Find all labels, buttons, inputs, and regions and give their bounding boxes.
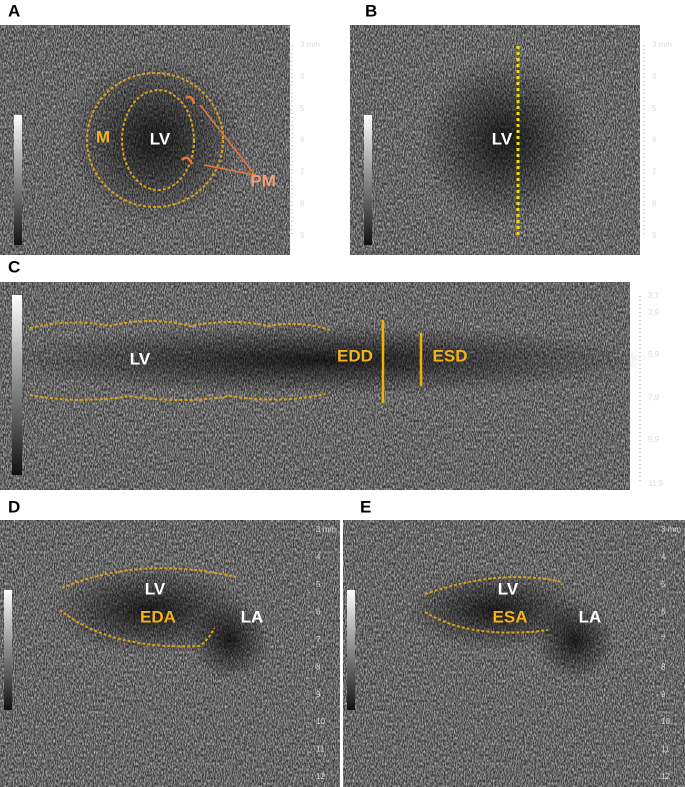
- structure-label: EDD: [337, 346, 373, 365]
- depth-tick: 5: [661, 580, 666, 589]
- depth-tick: 5: [652, 104, 657, 113]
- depth-tick: 9: [652, 231, 657, 240]
- depth-tick: 12: [661, 772, 670, 781]
- structure-label: LA: [579, 607, 602, 626]
- structure-label: LV: [130, 349, 151, 368]
- cavity: [65, 55, 245, 225]
- structure-label: LV: [498, 579, 519, 598]
- gray-bar: [14, 115, 22, 245]
- depth-tick: 4: [652, 72, 657, 81]
- texts: A M LV PM 3 mm 4 5 6 7 8 9 B LV 3 mm 4 5 6 7 8 9 C LV EDD ESD 3,…: [8, 1, 681, 781]
- depth-tick: 7,9: [648, 393, 660, 402]
- cavity: [420, 55, 590, 225]
- cavity: [190, 600, 270, 680]
- depth-tick: 7: [300, 167, 305, 176]
- panel-letter: A: [8, 1, 20, 20]
- depth-tick: 10: [316, 717, 325, 726]
- depth-tick: 11: [661, 745, 670, 754]
- depth-tick: 9: [300, 231, 305, 240]
- depth-tick: 8: [316, 662, 321, 671]
- panel-letter: E: [360, 497, 371, 516]
- speckle: [343, 520, 685, 787]
- depth-tick: 5: [300, 104, 305, 113]
- depth-tick: 3,1: [648, 291, 660, 300]
- depth-tick: 8: [652, 199, 657, 208]
- gray-bar: [347, 590, 355, 710]
- depth-tick: 7: [316, 635, 321, 644]
- depth-tick: 9: [316, 690, 321, 699]
- depth-tick: 3 mm: [316, 525, 336, 534]
- structure-label: LV: [145, 579, 166, 598]
- structure-label: LV: [492, 129, 513, 148]
- structure-label: ESA: [493, 607, 528, 626]
- panel-letter: C: [8, 257, 20, 276]
- depth-tick: 10: [661, 717, 670, 726]
- gray-bar: [12, 295, 22, 475]
- depth-tick: 9: [661, 690, 666, 699]
- depth-tick: 11: [316, 745, 325, 754]
- depth-tick: 7: [661, 635, 666, 644]
- depth-tick: 9,9: [648, 435, 660, 444]
- gray-bar: [364, 115, 372, 245]
- gray-bar: [4, 590, 12, 710]
- cavity: [0, 325, 650, 395]
- depth-tick: 6: [661, 607, 666, 616]
- depth-tick: 5: [316, 580, 321, 589]
- depth-tick: 3 mm: [661, 525, 681, 534]
- depth-tick: 4: [661, 553, 666, 562]
- depth-tick: 3 mm: [652, 40, 672, 49]
- depth-tick: 4: [316, 553, 321, 562]
- panel-letter: D: [8, 497, 20, 516]
- depth-tick: 11,9: [648, 479, 664, 488]
- depth-tick: 6: [300, 136, 305, 145]
- depth-tick: 6: [652, 136, 657, 145]
- depth-tick: 12: [316, 772, 325, 781]
- structure-label: PM: [250, 171, 276, 190]
- depth-tick: 7: [652, 167, 657, 176]
- images: [0, 25, 685, 787]
- structure-label: LA: [241, 607, 264, 626]
- depth-tick: 5,9: [648, 350, 660, 359]
- depth-tick: 6: [316, 607, 321, 616]
- panel-letter: B: [365, 1, 377, 20]
- structure-label: ESD: [433, 346, 468, 365]
- depth-tick: 3 mm: [300, 40, 320, 49]
- structure-label: M: [96, 127, 110, 146]
- depth-tick: 4: [300, 72, 305, 81]
- depth-tick: 3,9: [648, 308, 660, 317]
- cavity: [535, 600, 615, 680]
- structure-label: EDA: [140, 607, 176, 626]
- structure-label: LV: [150, 129, 171, 148]
- annotations: [29, 46, 563, 648]
- depth-tick: 8: [661, 662, 666, 671]
- depth-tick: 8: [300, 199, 305, 208]
